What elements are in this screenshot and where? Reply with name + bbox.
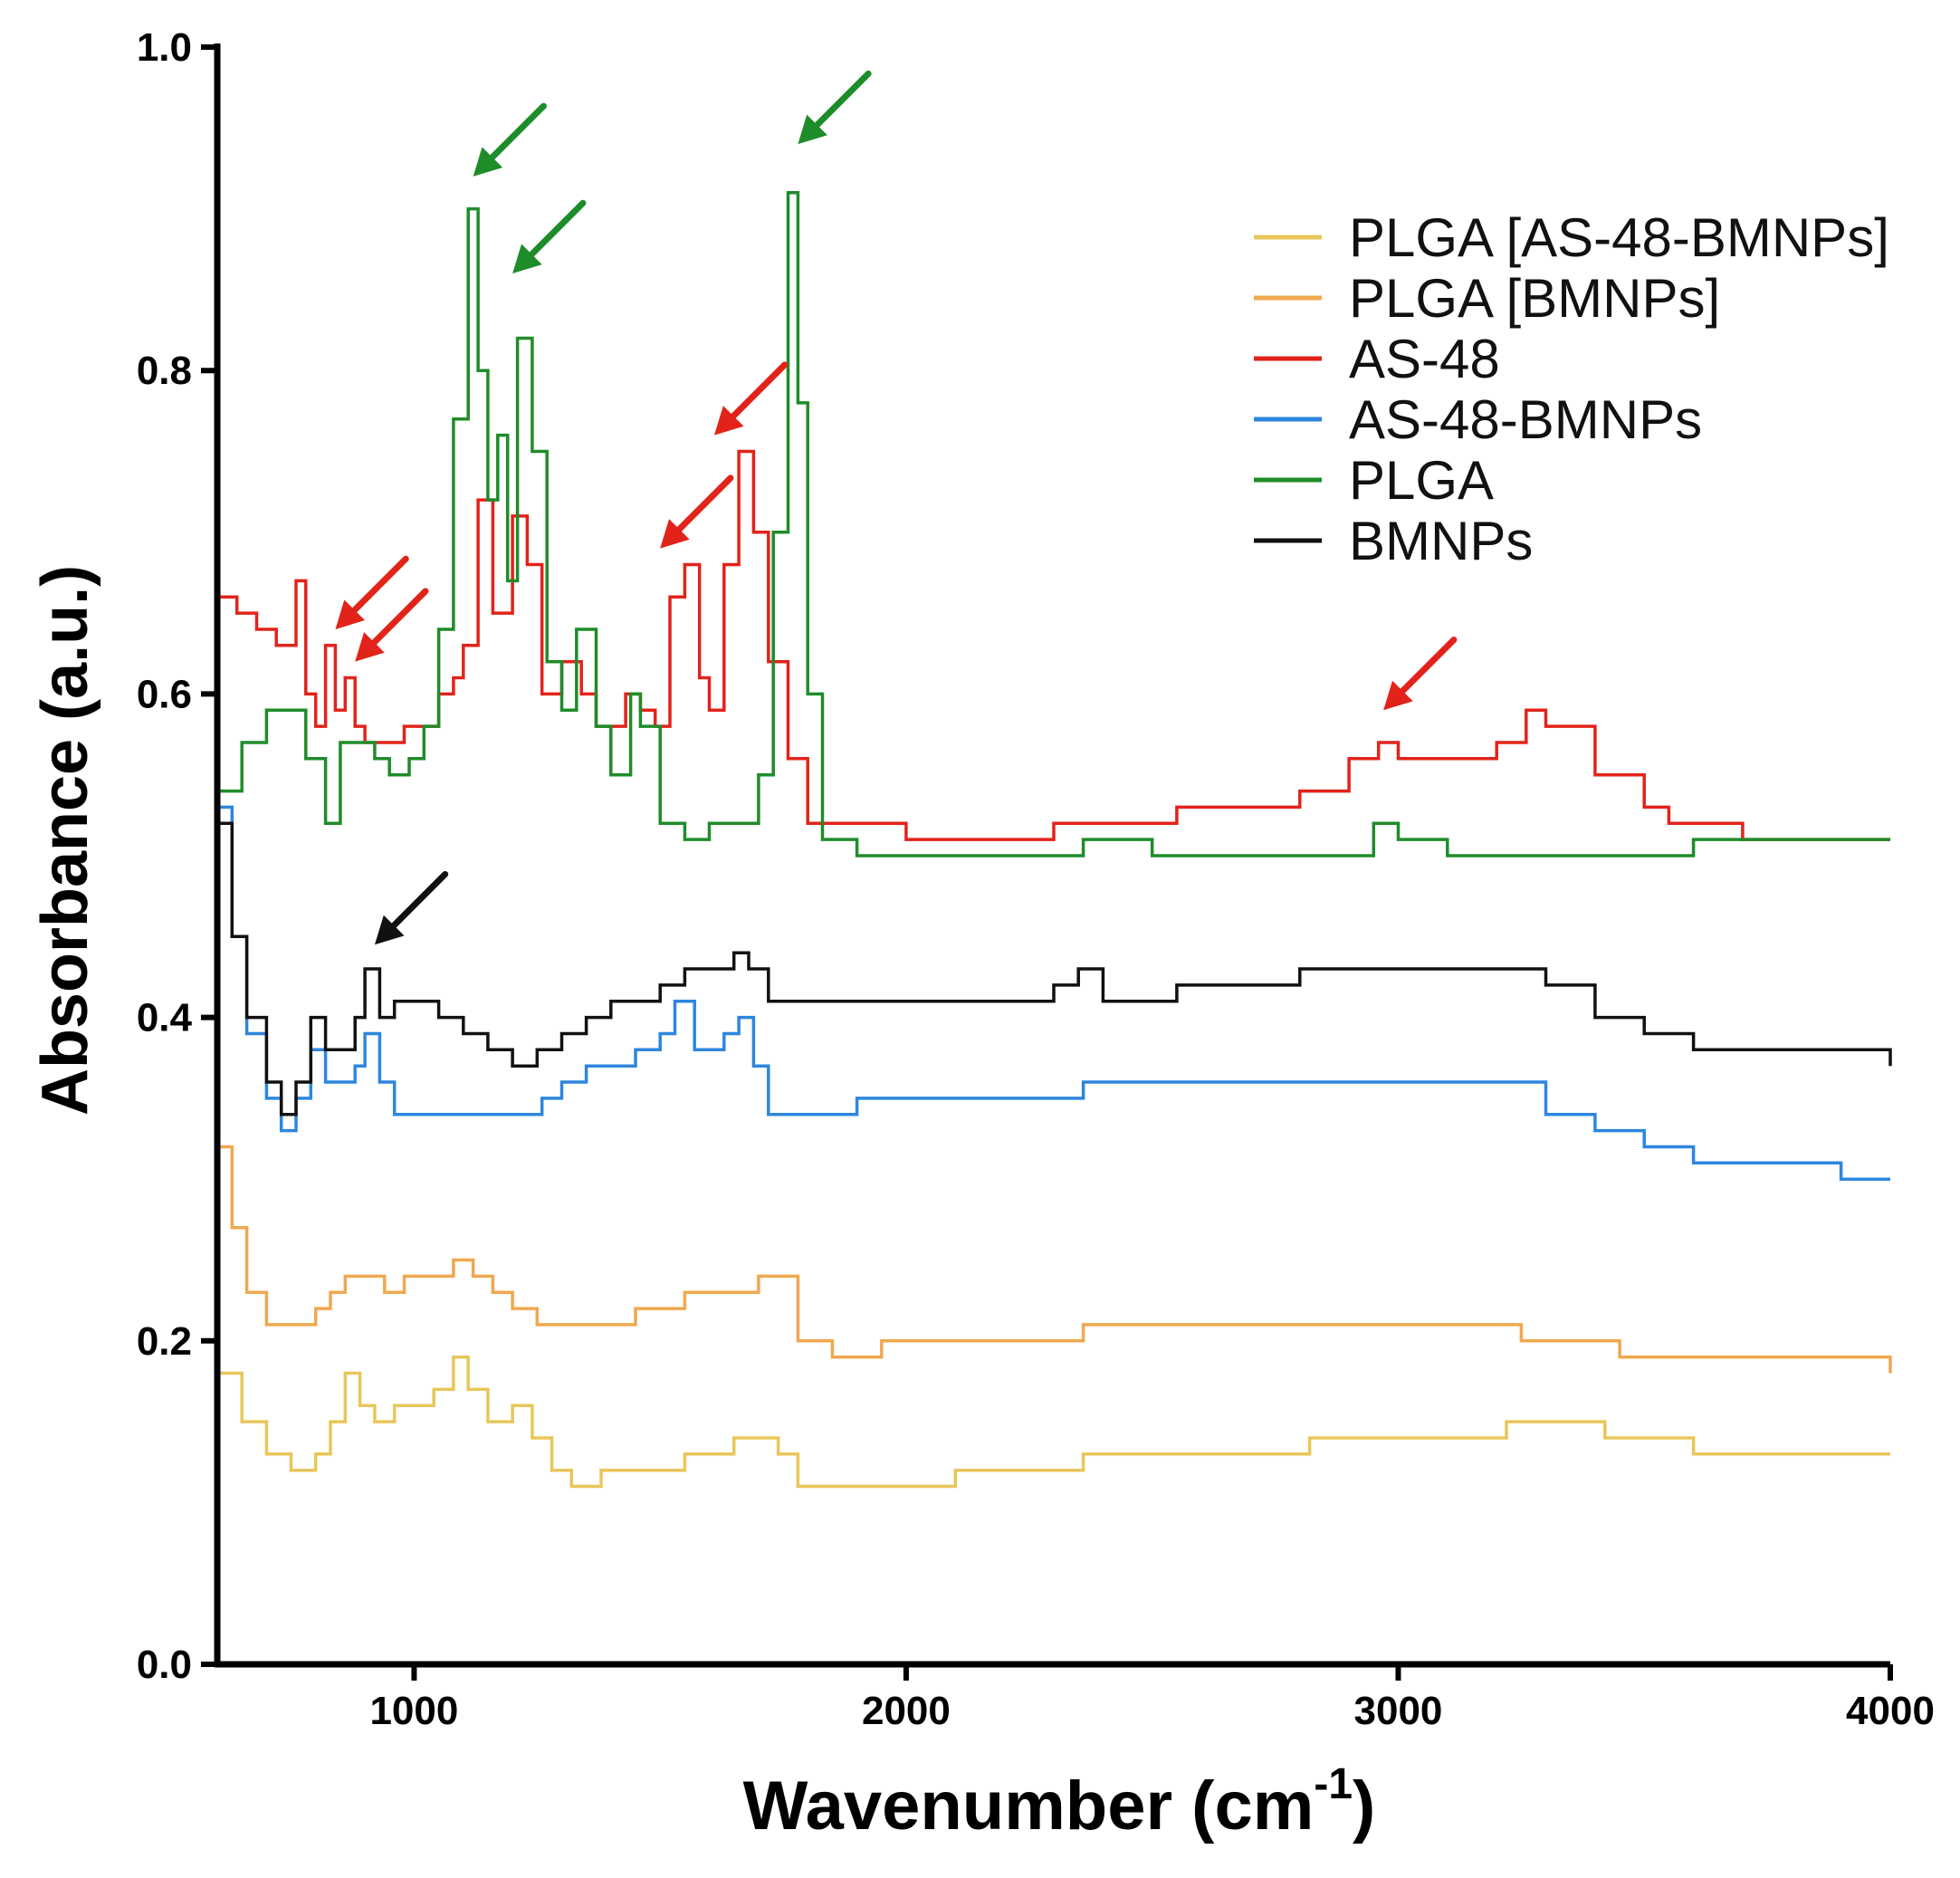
annotation-arrow-5 — [660, 474, 734, 549]
legend-item-bmnps: BMNPs — [1254, 511, 1533, 571]
x-tick-label: 2000 — [862, 1689, 951, 1733]
annotation-arrow-4 — [713, 361, 789, 436]
x-axis-title-suffix: ) — [1353, 1768, 1375, 1844]
legend-item-as-48: AS-48 — [1254, 329, 1500, 389]
y-tick-label: 0.6 — [137, 672, 192, 716]
y-tick-label: 0.0 — [137, 1643, 192, 1687]
x-tick-label: 1000 — [369, 1689, 458, 1733]
annotation-arrow-6 — [335, 555, 409, 629]
legend-label: PLGA [AS-48-BMNPs] — [1349, 207, 1889, 268]
y-tick-label: 0.8 — [137, 349, 192, 393]
legend: PLGA [AS-48-BMNPs]PLGA [BMNPs]AS-48AS-48… — [1254, 207, 1889, 571]
x-axis-title-main: Wavenumber (cm — [743, 1768, 1315, 1844]
y-tick-label: 0.4 — [137, 996, 193, 1040]
y-axis-title: Absorbance (a.u.) — [29, 565, 101, 1116]
annotation-arrow-9 — [374, 870, 449, 945]
tick-labels: 0.0 0.2 0.4 0.6 0.8 1.0 1000 2000 3000 4000 — [137, 25, 1935, 1733]
x-tick-label: 4000 — [1846, 1689, 1935, 1733]
series-line-as-48-bmnps — [217, 805, 1890, 1181]
series-line-plga-bmnps — [217, 1145, 1892, 1374]
legend-item-plga-bmnps: PLGA [BMNPs] — [1254, 268, 1720, 329]
annotation-arrows — [335, 70, 1458, 945]
series-line-bmnps — [217, 821, 1892, 1116]
legend-item-as-48-bmnps: AS-48-BMNPs — [1254, 389, 1702, 450]
series-line-as-48 — [217, 449, 1890, 841]
legend-item-plga: PLGA — [1254, 450, 1494, 511]
legend-label: BMNPs — [1349, 511, 1533, 571]
x-axis-title: Wavenumber (cm-1) — [743, 1760, 1376, 1844]
x-tick-label: 3000 — [1354, 1689, 1443, 1733]
annotation-arrow-8 — [1383, 636, 1458, 711]
x-axis-title-superscript: -1 — [1314, 1760, 1353, 1808]
annotation-arrow-2 — [512, 199, 587, 274]
annotation-arrow-3 — [798, 70, 872, 145]
legend-label: AS-48 — [1349, 329, 1500, 389]
legend-label: AS-48-BMNPs — [1349, 389, 1702, 450]
series-line-plga-as-48-bmnps — [217, 1355, 1890, 1489]
legend-item-plga-as-48-bmnps: PLGA [AS-48-BMNPs] — [1254, 207, 1889, 268]
annotation-arrow-1 — [473, 102, 547, 177]
series-line-plga — [217, 190, 1890, 858]
axes — [201, 43, 1893, 1681]
legend-label: PLGA [BMNPs] — [1349, 268, 1720, 329]
y-tick-label: 1.0 — [137, 25, 192, 70]
legend-label: PLGA — [1349, 450, 1494, 511]
y-tick-label: 0.2 — [137, 1319, 192, 1364]
annotation-arrow-7 — [355, 588, 429, 662]
series-layer — [217, 190, 1892, 1489]
